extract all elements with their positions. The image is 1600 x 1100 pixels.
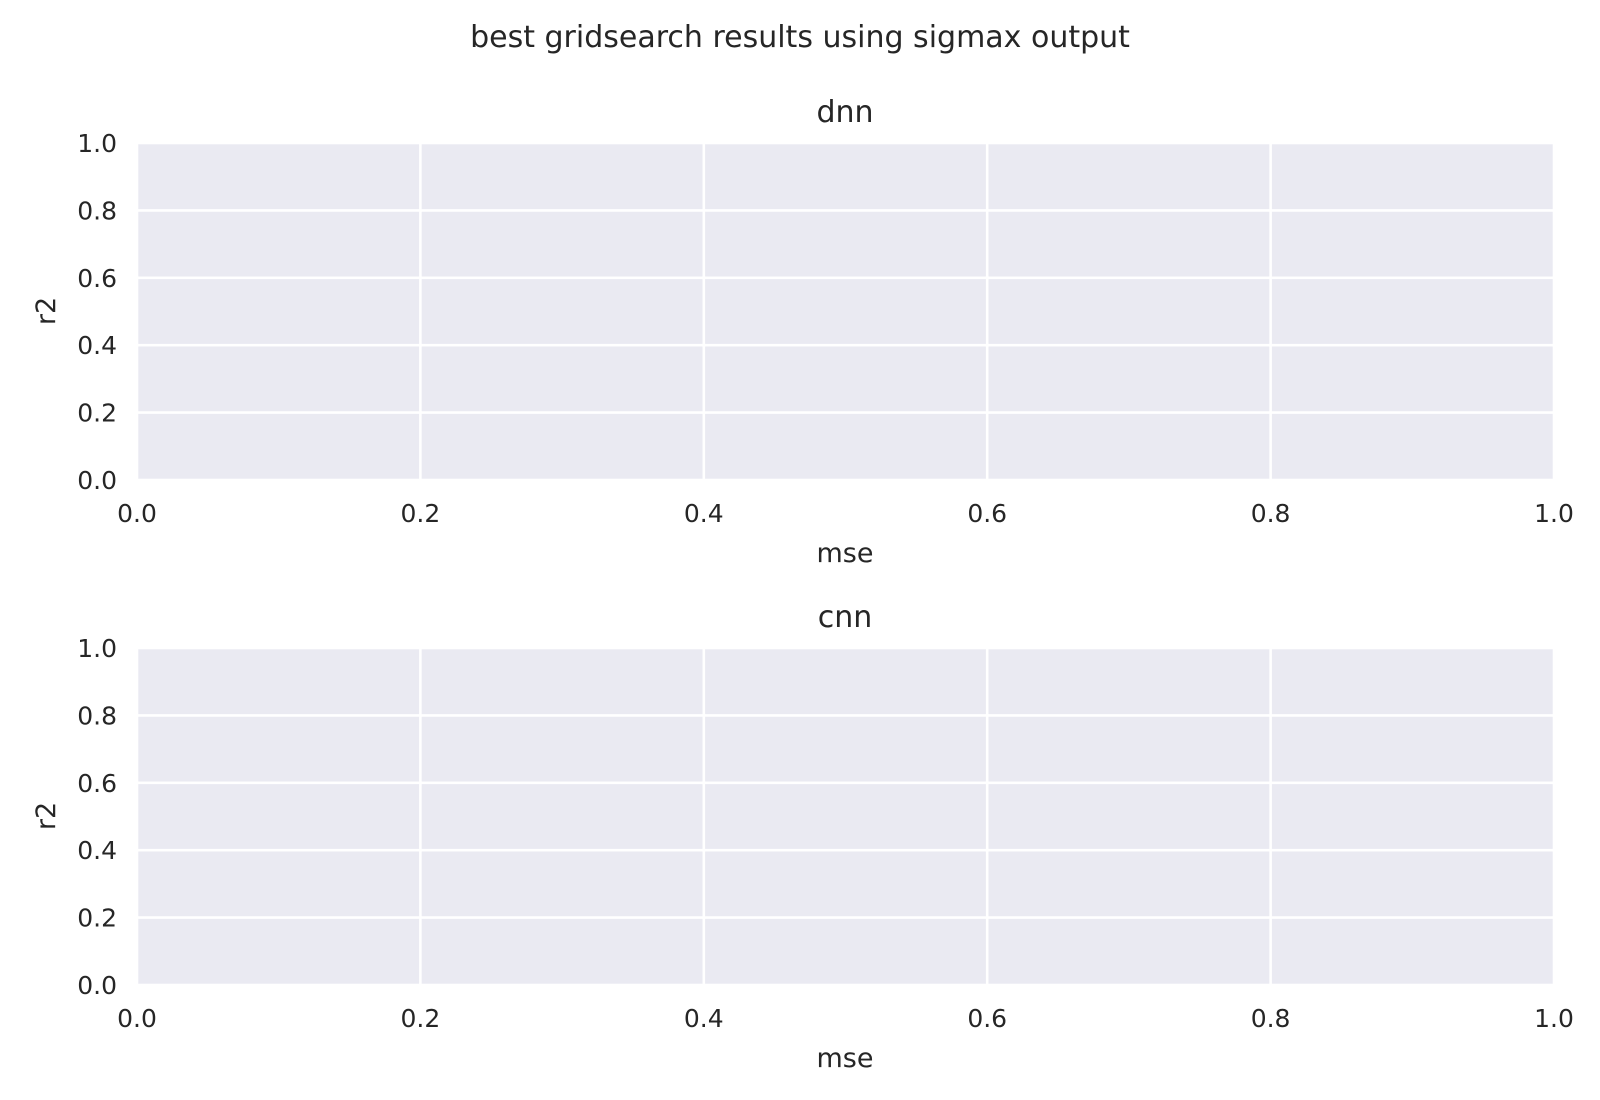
y-tick-label: 0.2 (77, 399, 117, 428)
x-tick-label: 0.8 (1251, 499, 1291, 528)
x-tick-label: 0.8 (1251, 1004, 1291, 1033)
chart-title: dnn (816, 95, 873, 130)
y-tick-label: 1.0 (77, 634, 117, 663)
x-tick-label: 0.6 (967, 499, 1007, 528)
x-tick-label: 0.0 (117, 1004, 157, 1033)
y-tick-label: 0.4 (77, 331, 117, 360)
plot-area (137, 648, 1554, 985)
y-tick-label: 1.0 (77, 129, 117, 158)
figure-suptitle: best gridsearch results using sigmax out… (470, 20, 1130, 55)
plot-area (137, 143, 1554, 480)
y-tick-label: 0.6 (77, 264, 117, 293)
x-tick-label: 0.0 (117, 499, 157, 528)
x-axis-label: mse (817, 538, 874, 569)
y-tick-label: 0.8 (77, 701, 117, 730)
x-tick-label: 0.4 (684, 499, 724, 528)
x-axis-label: mse (817, 1043, 874, 1074)
y-tick-label: 0.4 (77, 836, 117, 865)
y-gridlines (137, 141, 1554, 482)
x-tick-label: 0.2 (401, 1004, 441, 1033)
x-tick-label: 0.2 (401, 499, 441, 528)
chart-panel-dnn: dnn 0.0 0.2 0.4 0.6 0.8 1.0 0.0 0.2 0.4 0.6 0.8 1.… (31, 95, 1574, 569)
y-gridlines (137, 646, 1554, 987)
x-tick-labels: 0.0 0.2 0.4 0.6 0.8 1.0 (117, 499, 1574, 528)
y-tick-label: 0.0 (77, 466, 117, 495)
y-tick-labels: 0.0 0.2 0.4 0.6 0.8 1.0 (77, 129, 117, 495)
y-tick-label: 0.6 (77, 769, 117, 798)
y-axis-label: r2 (31, 297, 62, 325)
x-tick-label: 1.0 (1534, 499, 1574, 528)
y-tick-label: 0.8 (77, 196, 117, 225)
y-axis-label: r2 (31, 802, 62, 830)
chart-panel-cnn: cnn 0.0 0.2 0.4 0.6 0.8 1.0 0.0 0.2 0.4 0.6 0.8 1.… (31, 600, 1574, 1074)
x-tick-label: 0.6 (967, 1004, 1007, 1033)
x-tick-label: 0.4 (684, 1004, 724, 1033)
y-tick-labels: 0.0 0.2 0.4 0.6 0.8 1.0 (77, 634, 117, 1000)
x-tick-labels: 0.0 0.2 0.4 0.6 0.8 1.0 (117, 1004, 1574, 1033)
x-gridlines (135, 648, 1556, 985)
chart-title: cnn (818, 600, 873, 635)
y-tick-label: 0.0 (77, 971, 117, 1000)
x-gridlines (135, 143, 1556, 480)
x-tick-label: 1.0 (1534, 1004, 1574, 1033)
y-tick-label: 0.2 (77, 904, 117, 933)
